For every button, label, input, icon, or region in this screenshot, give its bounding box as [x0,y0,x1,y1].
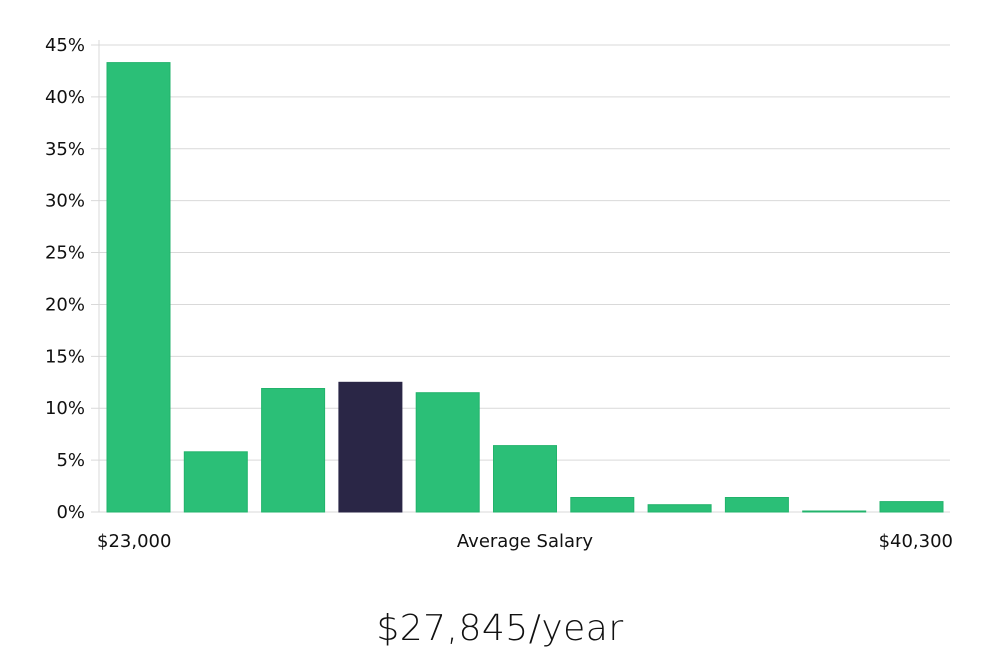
bars [106,62,944,513]
x-end-label: $40,300 [879,531,953,552]
histogram-bar [802,510,867,513]
histogram-bar [724,497,789,513]
y-tick-label: 20% [45,294,85,315]
histogram-bar [183,451,248,513]
y-tick-label: 0% [56,502,85,523]
salary-histogram: 0% 5% 10% 15% 20% 25% 30% 35% 40% 45% $23,000 Ave… [45,35,953,552]
histogram-bar [879,501,944,513]
histogram-bar [570,497,635,513]
histogram-bar [261,388,326,513]
y-tick-label: 40% [45,87,85,108]
histogram-bar [415,392,480,513]
y-axis-ticks: 0% 5% 10% 15% 20% 25% 30% 35% 40% 45% [45,35,85,523]
histogram-bar [493,445,557,513]
x-start-label: $23,000 [97,531,171,552]
y-tick-label: 30% [45,191,85,212]
grid [91,44,950,513]
y-tick-label: 35% [45,139,85,160]
average-salary-value: $27,845/year [376,608,624,649]
y-tick-label: 45% [45,35,85,56]
y-tick-label: 15% [45,346,85,367]
histogram-bar-highlighted [338,381,403,513]
x-axis-title: Average Salary [457,531,594,552]
histogram-bar [106,62,171,513]
histogram-bar [647,504,712,513]
y-tick-label: 25% [45,243,85,264]
y-tick-label: 5% [56,450,85,471]
y-tick-label: 10% [45,398,85,419]
